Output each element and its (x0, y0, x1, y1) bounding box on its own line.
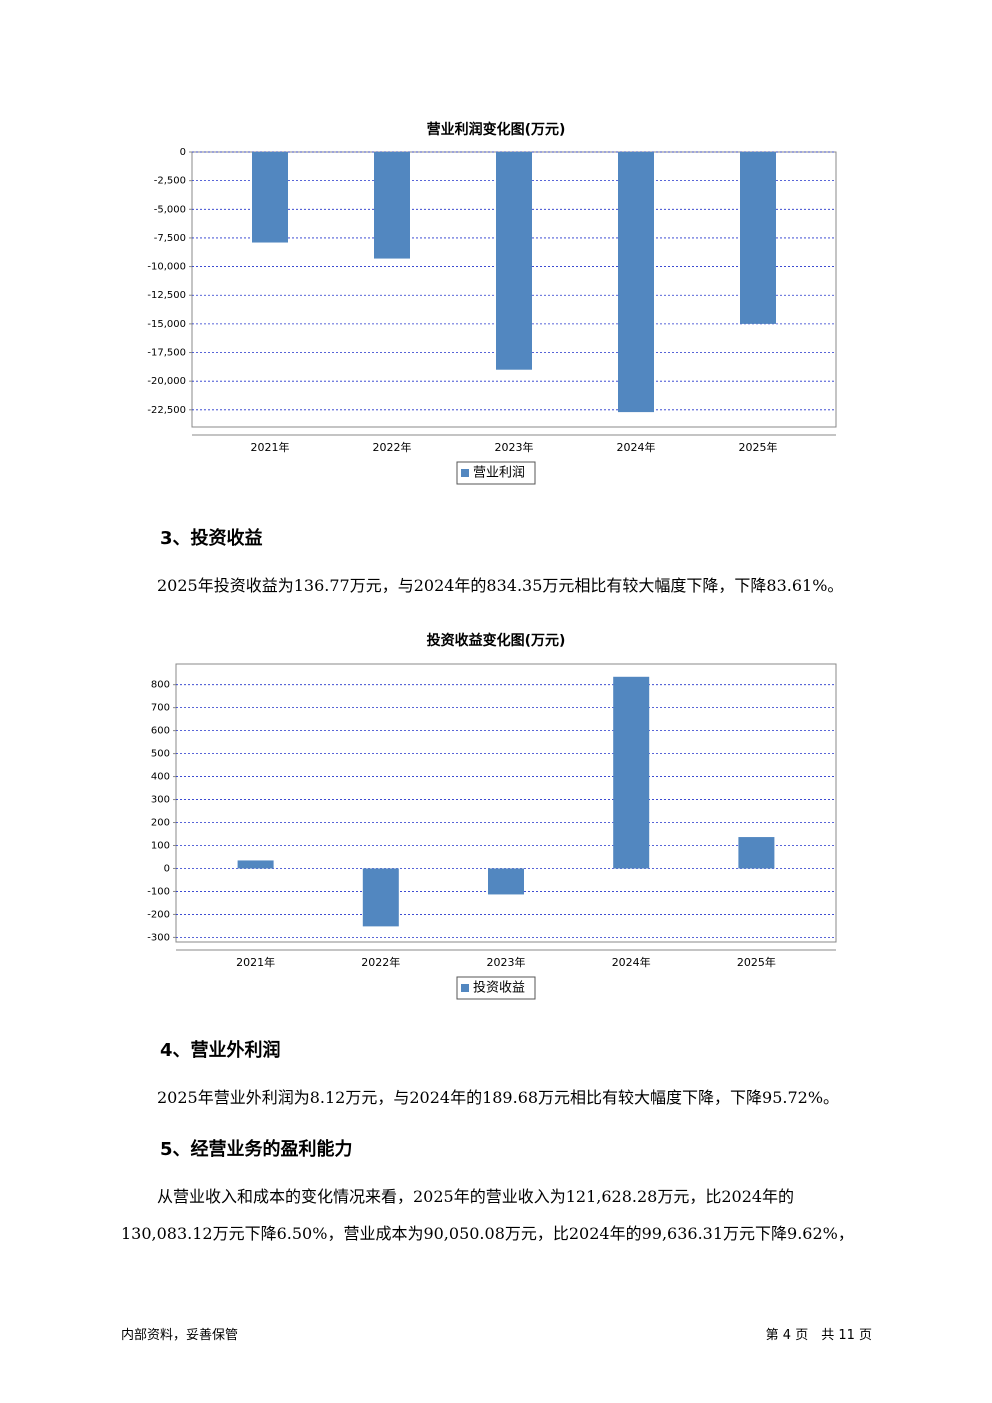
paragraph: 从营业收入和成本的变化情况来看，2025年的营业收入为121,628.28万元，… (121, 1187, 854, 1243)
y-tick-label: -20,000 (147, 376, 186, 387)
x-tick-label: 2021年 (236, 955, 275, 969)
x-tick-label: 2022年 (361, 955, 400, 969)
bar (488, 868, 524, 895)
x-tick-label: 2025年 (739, 440, 778, 454)
plot-area (175, 663, 837, 943)
legend-box (456, 461, 536, 485)
y-tick-label: -15,000 (147, 319, 186, 330)
y-tick-label: 700 (151, 703, 170, 714)
legend-swatch (461, 469, 469, 477)
y-tick-label: -300 (147, 932, 170, 943)
bar (496, 152, 532, 370)
bar (613, 676, 650, 869)
y-tick-label: -12,500 (147, 290, 186, 301)
x-tick-label: 2023年 (495, 440, 534, 454)
x-tick-label: 2021年 (251, 440, 290, 454)
y-tick-label: -22,500 (147, 405, 186, 416)
bar (374, 152, 410, 259)
x-tick-label: 2022年 (373, 440, 412, 454)
footer-left: 内部资料，妥善保管 (121, 1328, 239, 1343)
legend-box (456, 976, 536, 1000)
paragraph: 2025年营业外利润为8.12万元，与2024年的189.68万元相比有较大幅度… (157, 1088, 840, 1107)
y-tick-label: -200 (147, 909, 170, 920)
x-tick-label: 2024年 (617, 440, 656, 454)
section-heading: 5、经营业务的盈利能力 (160, 1139, 353, 1160)
y-tick-label: 400 (151, 772, 170, 783)
y-tick-label: 200 (151, 818, 170, 829)
bar (618, 152, 654, 413)
bar (738, 837, 775, 869)
y-tick-label: -17,500 (147, 348, 186, 359)
x-tick-label: 2025年 (737, 955, 776, 969)
x-tick-label: 2023年 (487, 955, 526, 969)
legend-label: 投资收益 (473, 980, 525, 996)
section-heading: 4、营业外利润 (160, 1040, 281, 1061)
y-tick-label: -7,500 (154, 233, 186, 244)
footer-right: 第 4 页 共 11 页 (765, 1328, 872, 1343)
chart-title: 投资收益变化图(万元) (427, 632, 566, 649)
chart-title: 营业利润变化图(万元) (427, 121, 566, 138)
paragraph: 2025年投资收益为136.77万元，与2024年的834.35万元相比有较大幅… (157, 576, 844, 595)
y-tick-label: -100 (147, 886, 170, 897)
section-heading: 3、投资收益 (160, 528, 263, 549)
x-tick-label: 2024年 (612, 955, 651, 969)
y-tick-label: 0 (164, 863, 170, 874)
y-tick-label: 500 (151, 749, 170, 760)
y-tick-label: 0 (180, 147, 186, 158)
legend-swatch (461, 984, 469, 992)
y-tick-label: -2,500 (154, 176, 186, 187)
y-tick-label: 300 (151, 795, 170, 806)
bar (252, 152, 288, 243)
y-tick-label: 600 (151, 726, 170, 737)
y-tick-label: 100 (151, 841, 170, 852)
bar (362, 868, 399, 927)
bar (740, 152, 776, 324)
y-tick-label: 800 (151, 680, 170, 691)
bar (237, 860, 274, 869)
y-tick-label: -5,000 (154, 204, 186, 215)
y-tick-label: -10,000 (147, 262, 186, 273)
legend-label: 营业利润 (473, 466, 525, 481)
